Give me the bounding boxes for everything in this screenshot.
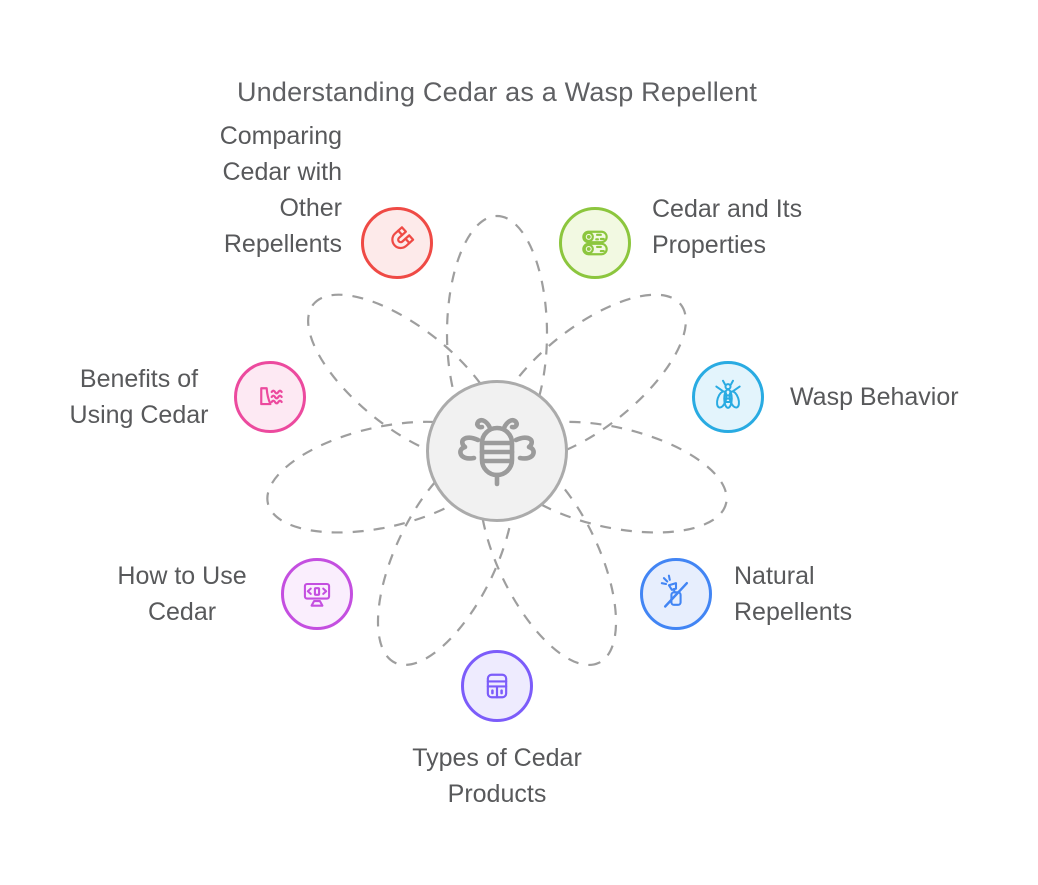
wasp-icon: [715, 379, 741, 409]
node-how-to-use-cedar: [281, 558, 353, 630]
dam-icon: [260, 387, 283, 406]
page-title: Understanding Cedar as a Wasp Repellent: [236, 77, 758, 107]
node-wasp-behavior: [692, 361, 764, 433]
no-spray-icon: [660, 574, 689, 608]
magnet-icon: [391, 226, 415, 250]
node-types-of-cedar-products: [461, 650, 533, 722]
center-node: [426, 380, 568, 522]
node-wasp-behavior-label: Wasp Behavior: [790, 383, 959, 411]
node-cedar-and-its-properties: [559, 207, 631, 279]
node-benefits-of-using-cedar-label: Benefits of Using Cedar: [69, 365, 209, 429]
node-types-of-cedar-products-label: Types of Cedar Products: [412, 744, 582, 808]
node-comparing-cedar-with-other-repellents-label: Comparing Cedar with Other Repellents: [219, 122, 342, 258]
logs-icon: [582, 230, 608, 256]
node-how-to-use-cedar-label: How to Use Cedar: [117, 562, 247, 626]
node-benefits-of-using-cedar: [234, 361, 306, 433]
node-natural-repellents-label: Natural Repellents: [734, 562, 853, 626]
node-comparing-cedar-with-other-repellents: [361, 207, 433, 279]
code-monitor-icon: [303, 582, 331, 607]
calculator-icon: [486, 673, 508, 699]
node-cedar-and-its-properties-label: Cedar and Its Properties: [652, 195, 803, 259]
node-natural-repellents: [640, 558, 712, 630]
bee-icon: [458, 417, 536, 487]
